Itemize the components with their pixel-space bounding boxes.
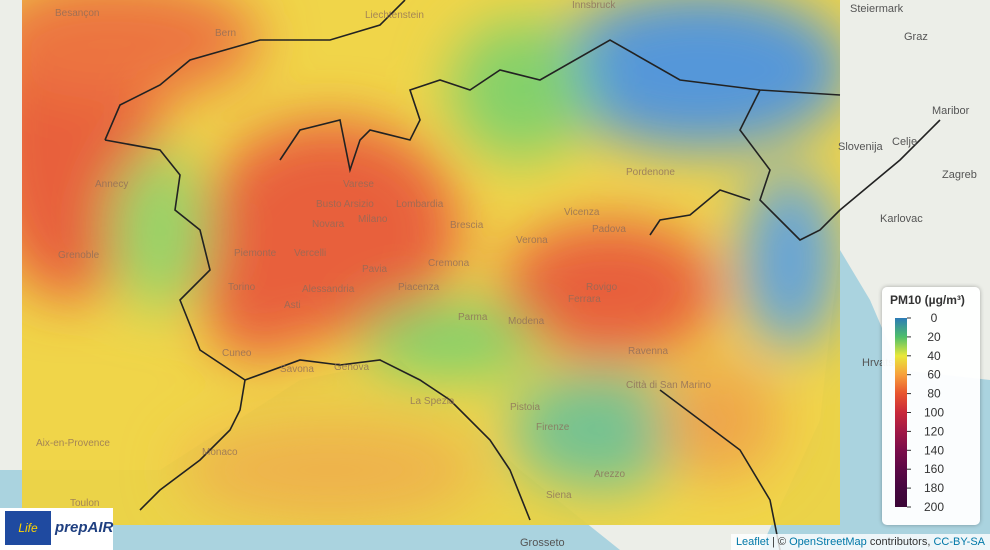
place-label: Asti — [284, 300, 301, 311]
legend-scale: 0 20 40 60 80 100 120 140 160 180 200 — [895, 313, 944, 514]
place-label: Zagreb — [942, 169, 977, 181]
attribution: Leaflet | © OpenStreetMap contributors, … — [730, 534, 990, 550]
place-label: Vicenza — [564, 207, 600, 218]
place-label: Pavia — [362, 264, 387, 275]
place-label: Alessandria — [302, 284, 355, 295]
place-label: Ferrara — [568, 294, 601, 305]
legend-tick-label: 40 — [927, 349, 941, 363]
place-label: Monaco — [202, 447, 238, 458]
place-label: Annecy — [95, 179, 128, 190]
legend-tick-label: 60 — [927, 368, 941, 382]
license-link[interactable]: CC-BY-SA — [933, 536, 985, 548]
place-label: Ravenna — [628, 346, 668, 357]
place-label: Verona — [516, 235, 548, 246]
place-label: Lombardia — [396, 199, 444, 210]
place-label: Toulon — [70, 498, 99, 509]
place-label: Novara — [312, 219, 345, 230]
place-label: Genova — [334, 362, 369, 373]
place-label: Savona — [280, 364, 314, 375]
place-label: Arezzo — [594, 469, 626, 480]
place-label: Vercelli — [294, 248, 326, 259]
place-label: Cremona — [428, 258, 470, 269]
logo: Life prepAIR — [0, 508, 113, 550]
life-logo: Life — [5, 511, 51, 545]
place-label: Besançon — [55, 8, 99, 19]
place-label: Bern — [215, 28, 236, 39]
place-label: Graz — [904, 31, 928, 43]
place-label: La Spezia — [410, 396, 455, 407]
place-label: Torino — [228, 282, 256, 293]
place-label: Padova — [592, 224, 626, 235]
place-label: Grenoble — [58, 250, 100, 261]
legend: PM10 (µg/m³) 0 20 40 60 80 100 120 140 160 180 200 — [882, 287, 980, 525]
brand-logo: prepAIR — [55, 519, 114, 536]
osm-link[interactable]: OpenStreetMap — [789, 536, 867, 548]
place-label: Cuneo — [222, 348, 252, 359]
place-label: Piemonte — [234, 248, 277, 259]
place-label: Liechtenstein — [365, 10, 424, 21]
place-label: Siena — [546, 490, 572, 501]
place-label: Varese — [343, 179, 374, 190]
legend-tick-label: 20 — [927, 330, 941, 344]
place-label: Steiermark — [850, 3, 904, 15]
place-label: Aix-en-Provence — [36, 438, 110, 449]
place-label: Slovenija — [838, 141, 884, 153]
place-label: Innsbruck — [572, 0, 616, 11]
place-label: Modena — [508, 316, 545, 327]
pollution-layer — [22, 0, 840, 525]
place-label: Busto Arsizio — [316, 199, 374, 210]
legend-tick-label: 200 — [924, 500, 944, 514]
legend-tick-label: 120 — [924, 424, 944, 438]
place-label: Piacenza — [398, 282, 440, 293]
place-label: Città di San Marino — [626, 380, 711, 391]
color-ramp — [895, 318, 907, 507]
place-label: Pordenone — [626, 167, 675, 178]
place-label: Rovigo — [586, 282, 618, 293]
place-label: Karlovac — [880, 213, 923, 225]
legend-tick-label: 160 — [924, 462, 944, 476]
place-label: Pistoia — [510, 402, 540, 413]
legend-tick-label: 100 — [924, 406, 944, 420]
separator: | © — [772, 536, 787, 548]
place-label: Firenze — [536, 422, 570, 433]
legend-tick-label: 80 — [927, 387, 941, 401]
contributors: contributors, — [869, 536, 931, 548]
borders — [104, 0, 941, 550]
place-label: Maribor — [932, 105, 970, 117]
legend-tick-label: 140 — [924, 443, 944, 457]
place-label: Grosseto — [520, 537, 565, 549]
leaflet-link[interactable]: Leaflet — [735, 536, 769, 548]
place-label: Brescia — [450, 220, 484, 231]
legend-title: PM10 (µg/m³) — [890, 293, 965, 307]
place-label: Celje — [892, 136, 917, 148]
place-label: Milano — [358, 214, 388, 225]
place-label: Parma — [458, 312, 488, 323]
legend-tick-label: 180 — [924, 481, 944, 495]
legend-tick-label: 0 — [931, 313, 938, 325]
